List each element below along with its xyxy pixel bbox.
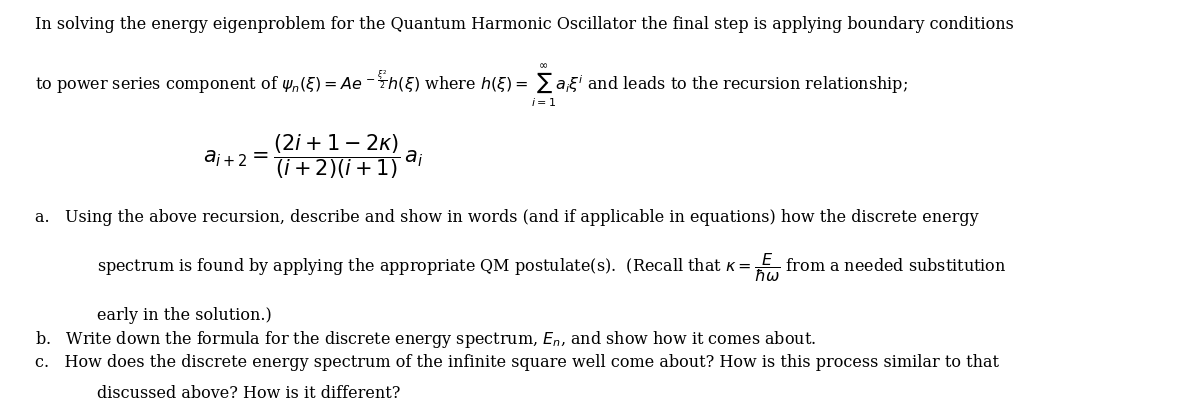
Text: c.   How does the discrete energy spectrum of the infinite square well come abou: c. How does the discrete energy spectrum… [35,354,1000,371]
Text: $a_{i+2} = \dfrac{(2i+1-2\kappa)}{(i+2)(i+1)}\,a_i$: $a_{i+2} = \dfrac{(2i+1-2\kappa)}{(i+2)(… [203,133,424,181]
Text: b.   Write down the formula for the discrete energy spectrum, $E_n$, and show ho: b. Write down the formula for the discre… [35,329,816,350]
Text: a.   Using the above recursion, describe and show in words (and if applicable in: a. Using the above recursion, describe a… [35,209,979,226]
Text: spectrum is found by applying the appropriate QM postulate(s).  (Recall that $\k: spectrum is found by applying the approp… [97,251,1006,284]
Text: early in the solution.): early in the solution.) [97,307,271,324]
Text: discussed above? How is it different?: discussed above? How is it different? [97,385,400,401]
Text: In solving the energy eigenproblem for the Quantum Harmonic Oscillator the final: In solving the energy eigenproblem for t… [35,16,1014,33]
Text: to power series component of $\psi_n(\xi) = Ae^{\,-\frac{\xi^2}{2}}h(\xi)$ where: to power series component of $\psi_n(\xi… [35,63,908,109]
